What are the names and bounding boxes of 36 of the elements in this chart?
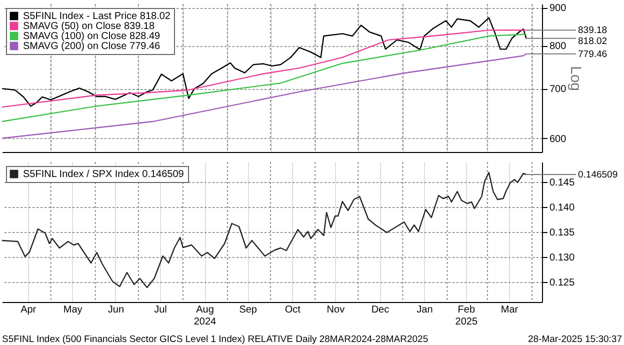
x-tick-label: Oct <box>284 304 301 316</box>
y-tick-label: 900 <box>550 3 567 14</box>
y-axis-title: Log <box>567 66 584 92</box>
x-tick-label: Apr <box>20 304 37 316</box>
y-tick-label: 600 <box>550 134 567 145</box>
y-tick-label: 0.140 <box>550 202 575 214</box>
annotation: 0.146509 <box>578 169 618 180</box>
text: 28-Mar-2025 15:30:37 <box>528 334 622 345</box>
x-tick-label: Jan <box>416 304 433 316</box>
y-tick-label: 800 <box>550 41 567 52</box>
y-tick-label: 0.135 <box>550 228 575 238</box>
x-tick-label: Dec <box>371 304 390 316</box>
x-tick-label: Mar <box>500 304 519 316</box>
legend-label: S5FINL Index / SPX Index 0.146509 <box>23 169 184 180</box>
legend-label: SMAVG (200) on Close 779.46 <box>23 41 161 52</box>
x-tick-label: Feb 2025 <box>455 304 478 328</box>
x-tick-label: Jul <box>154 304 167 316</box>
legend-label: SMAVG (50) on Close 839.18 <box>23 21 155 32</box>
y-tick-label: 0.130 <box>550 252 575 264</box>
x-tick-label: Nov <box>326 304 345 316</box>
annotation: 839.18 <box>578 25 608 36</box>
x-tick-label: Aug 2024 <box>194 304 217 328</box>
y-tick-label: 0.125 <box>550 278 575 288</box>
y-tick-label: 700 <box>550 84 567 96</box>
legend-label: S5FINL Index - Last Price 818.02 <box>23 11 171 22</box>
legend-label: SMAVG (100) on Close 828.49 <box>23 31 161 42</box>
x-tick-label: May <box>63 304 82 316</box>
text: S5FINL Index (500 Financials Sector GICS Level 1 Index) RELATIVE Daily 28MAR2024-28MAR2025 <box>2 334 428 345</box>
line-series <box>2 172 527 288</box>
line-series <box>2 53 527 139</box>
x-tick-label: Jun <box>108 304 124 316</box>
y-tick-label: 0.145 <box>550 178 575 188</box>
annotation: 779.46 <box>578 48 608 60</box>
line-series <box>2 34 527 122</box>
x-tick-label: Sep <box>239 304 258 316</box>
annotation: 818.02 <box>578 36 608 48</box>
